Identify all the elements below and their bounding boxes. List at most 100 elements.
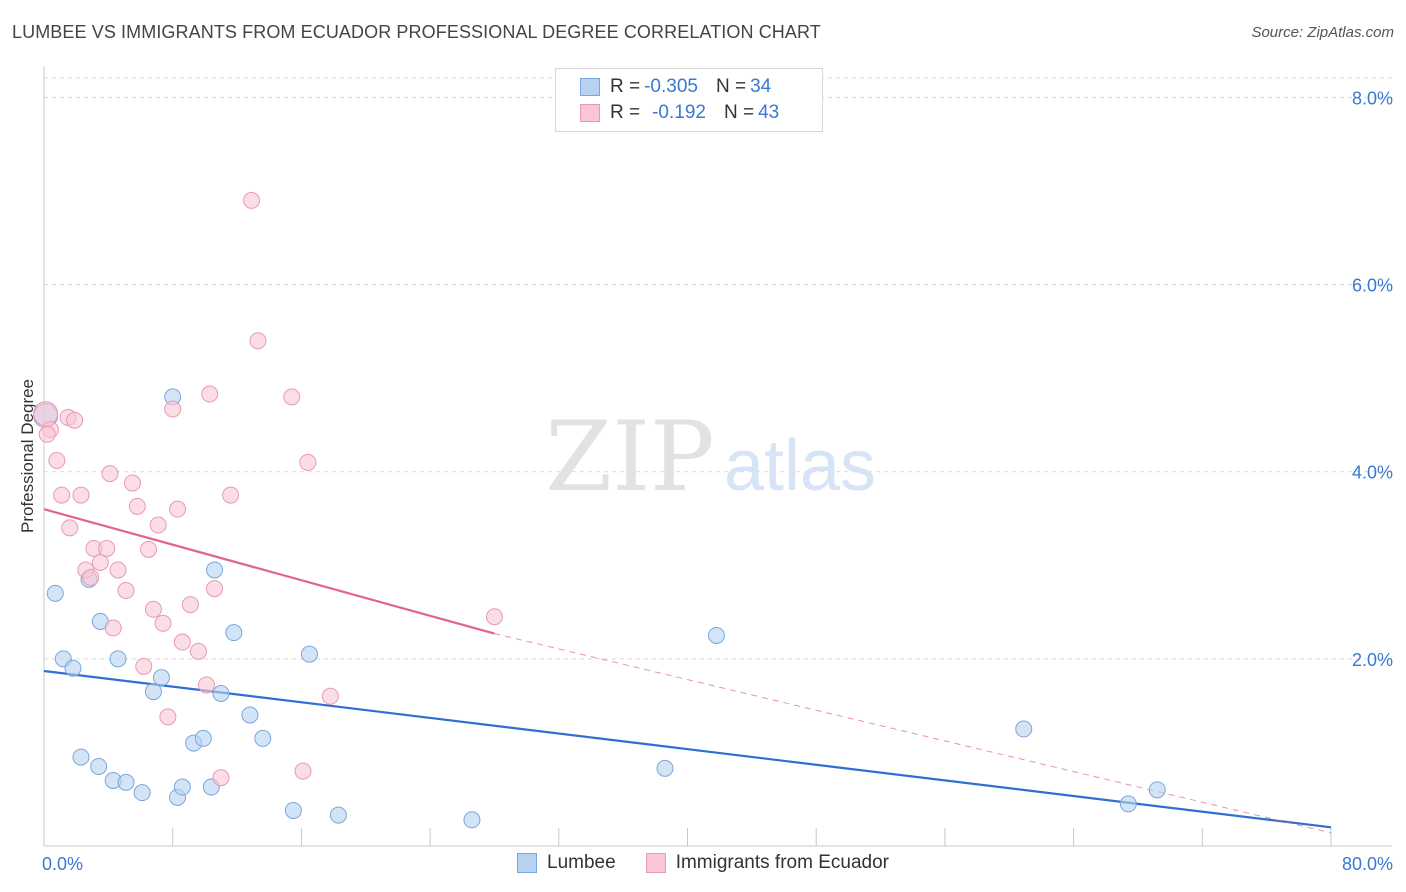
ecuador-point bbox=[189, 642, 207, 660]
ecuador-point bbox=[66, 411, 84, 429]
tick-labels: 2.0% 4.0% 6.0% 8.0% 0.0% 80.0% bbox=[42, 88, 1393, 874]
lumbee-point bbox=[254, 729, 272, 747]
watermark-atlas: atlas bbox=[724, 426, 876, 506]
correlation-legend: R = -0.305 N = 34 R = -0.192 N = 43 bbox=[555, 68, 823, 132]
lumbee-point bbox=[194, 729, 212, 747]
ecuador-point bbox=[38, 425, 56, 443]
ecuador-point bbox=[128, 497, 146, 515]
legend-n-label: N = bbox=[723, 102, 755, 123]
watermark: ZIP atlas bbox=[545, 401, 876, 513]
ecuador-point bbox=[283, 388, 301, 406]
lumbee-point bbox=[329, 806, 347, 824]
lumbee-point bbox=[109, 650, 127, 668]
ecuador-swatch bbox=[580, 104, 600, 122]
legend-item-lumbee[interactable]: Lumbee bbox=[517, 852, 616, 874]
ecuador-point bbox=[61, 519, 79, 537]
ecuador-point bbox=[72, 486, 90, 504]
lumbee-point bbox=[707, 626, 725, 644]
ecuador-point bbox=[169, 500, 187, 518]
ecuador-point bbox=[104, 619, 122, 637]
lumbee-point bbox=[90, 757, 108, 775]
lumbee-point bbox=[241, 706, 259, 724]
ecuador-point bbox=[154, 614, 172, 632]
ecuador-trend-extension bbox=[494, 633, 1332, 834]
series-legend: Lumbee Immigrants from Ecuador bbox=[0, 852, 1406, 874]
ecuador-point bbox=[91, 553, 109, 571]
legend-r-label: R = bbox=[610, 76, 641, 97]
watermark-zip: ZIP bbox=[545, 401, 714, 513]
axes bbox=[43, 66, 1392, 847]
ecuador-point bbox=[222, 486, 240, 504]
ecuador-point bbox=[197, 676, 215, 694]
lumbee-point bbox=[1148, 781, 1166, 799]
legend-row-ecuador: R = -0.192 N = 43 bbox=[580, 101, 779, 125]
ecuador-point bbox=[82, 568, 100, 586]
lumbee-point bbox=[144, 683, 162, 701]
ecuador-trend-line bbox=[43, 508, 495, 635]
ecuador-point bbox=[109, 561, 127, 579]
legend-r-value: -0.192 bbox=[652, 102, 706, 123]
x-tick-label: 80.0% bbox=[1342, 854, 1393, 874]
lumbee-point bbox=[72, 748, 90, 766]
lumbee-point bbox=[1015, 720, 1033, 738]
legend-n-label: N = bbox=[715, 76, 747, 97]
ecuador-point bbox=[294, 762, 312, 780]
lumbee-point bbox=[284, 801, 302, 819]
legend-row-lumbee: R = -0.305 N = 34 bbox=[580, 75, 771, 99]
lumbee-point bbox=[133, 784, 151, 802]
lumbee-trend-line bbox=[43, 669, 1332, 829]
grid-lines bbox=[44, 77, 1392, 660]
ecuador-point bbox=[98, 539, 116, 557]
legend-r-value: -0.305 bbox=[644, 76, 698, 97]
legend-item-ecuador[interactable]: Immigrants from Ecuador bbox=[645, 852, 889, 874]
lumbee-point bbox=[463, 811, 481, 829]
lumbee-point bbox=[656, 759, 674, 777]
ecuador-point bbox=[173, 633, 191, 651]
ecuador-point bbox=[485, 608, 503, 626]
y-tick-label: 4.0% bbox=[1352, 463, 1393, 483]
ecuador-point bbox=[321, 687, 339, 705]
ecuador-point bbox=[249, 332, 267, 350]
ecuador-point bbox=[181, 596, 199, 614]
lumbee-point bbox=[64, 659, 82, 677]
lumbee-point bbox=[212, 684, 230, 702]
y-tick-label: 2.0% bbox=[1352, 650, 1393, 670]
legend-label: Lumbee bbox=[547, 852, 616, 873]
ecuador-point bbox=[206, 580, 224, 598]
legend-n-value: 43 bbox=[758, 102, 780, 123]
ecuador-point bbox=[117, 582, 135, 600]
lumbee-point bbox=[225, 624, 243, 642]
lumbee-point bbox=[117, 773, 135, 791]
legend-n-value: 34 bbox=[750, 76, 772, 97]
ecuador-point bbox=[212, 769, 230, 787]
ecuador-point bbox=[299, 453, 317, 471]
data-points bbox=[33, 191, 1166, 829]
ecuador-point bbox=[159, 708, 177, 726]
lumbee-swatch bbox=[580, 78, 600, 96]
lumbee-point bbox=[173, 778, 191, 796]
ecuador-point bbox=[48, 451, 66, 469]
ecuador-swatch bbox=[645, 853, 666, 873]
chart-title: LUMBEE VS IMMIGRANTS FROM ECUADOR PROFES… bbox=[12, 22, 821, 42]
y-tick-label: 8.0% bbox=[1352, 88, 1393, 108]
ecuador-point bbox=[144, 600, 162, 618]
ecuador-point bbox=[123, 474, 141, 492]
ecuador-point bbox=[164, 400, 182, 418]
legend-label: Immigrants from Ecuador bbox=[675, 852, 889, 873]
x-tick-label: 0.0% bbox=[42, 854, 83, 874]
lumbee-point bbox=[152, 669, 170, 687]
ecuador-point bbox=[201, 385, 219, 403]
ecuador-point bbox=[243, 191, 261, 209]
trend-lines bbox=[43, 508, 1332, 834]
ecuador-point bbox=[149, 516, 167, 534]
lumbee-point bbox=[300, 645, 318, 663]
lumbee-point bbox=[1119, 795, 1137, 813]
source-credit: Source: ZipAtlas.com bbox=[1251, 24, 1394, 41]
ecuador-point bbox=[135, 657, 153, 675]
ecuador-point bbox=[101, 465, 119, 483]
ecuador-point bbox=[53, 486, 71, 504]
y-tick-label: 6.0% bbox=[1352, 276, 1393, 296]
legend-r-label: R = bbox=[610, 102, 641, 123]
lumbee-swatch bbox=[517, 853, 538, 873]
